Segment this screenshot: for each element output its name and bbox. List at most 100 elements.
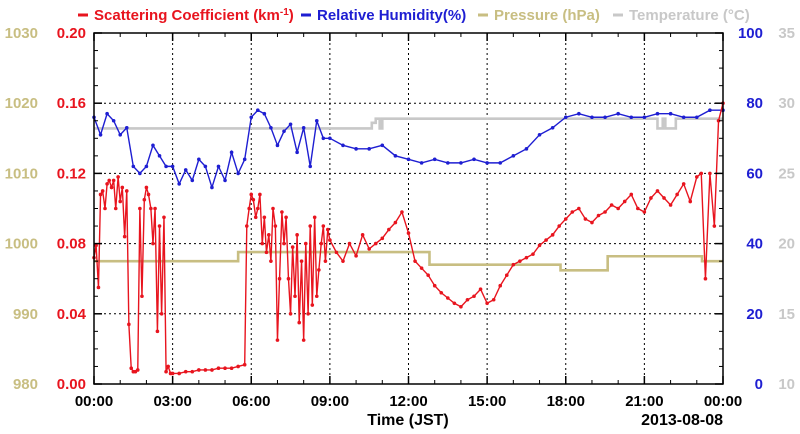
data-point-humidity bbox=[177, 182, 181, 186]
data-point-scattering bbox=[537, 243, 542, 248]
data-point-scattering bbox=[478, 287, 483, 292]
y-tick-label-humidity: 80 bbox=[746, 95, 763, 112]
data-point-scattering bbox=[293, 294, 297, 299]
data-point-scattering bbox=[210, 368, 214, 372]
data-point-scattering bbox=[190, 369, 195, 374]
data-point-humidity bbox=[308, 164, 313, 169]
data-point-scattering bbox=[504, 273, 509, 277]
data-point-humidity bbox=[367, 147, 371, 151]
data-point-humidity bbox=[341, 143, 345, 148]
data-point-humidity bbox=[393, 154, 398, 158]
data-point-humidity bbox=[472, 157, 476, 162]
y-tick-label-pressure: 1000 bbox=[5, 236, 38, 253]
data-point-humidity bbox=[642, 115, 647, 120]
data-point-scattering bbox=[328, 238, 332, 242]
data-point-humidity bbox=[138, 171, 142, 176]
data-point-humidity bbox=[118, 132, 123, 137]
data-point-scattering bbox=[675, 192, 679, 197]
y-tick-label-scattering: 0.08 bbox=[57, 236, 86, 253]
legend-label-tail: ) bbox=[289, 7, 294, 24]
y-tick-label-scattering: 0.20 bbox=[57, 25, 86, 42]
data-point-scattering bbox=[135, 368, 140, 372]
x-tick-label: 03:00 bbox=[153, 393, 191, 410]
legend-label: Temperature (°C) bbox=[629, 7, 750, 24]
data-point-scattering bbox=[524, 255, 529, 260]
data-point-scattering bbox=[146, 192, 151, 197]
data-point-scattering bbox=[400, 210, 404, 214]
data-point-humidity bbox=[708, 108, 712, 113]
data-point-scattering bbox=[649, 196, 653, 200]
y-tick-label-temperature: 20 bbox=[778, 236, 795, 253]
data-point-scattering bbox=[105, 182, 109, 186]
data-point-scattering bbox=[94, 243, 98, 248]
data-point-scattering bbox=[432, 283, 437, 288]
data-point-scattering bbox=[242, 362, 247, 367]
data-point-humidity bbox=[321, 136, 326, 141]
data-point-scattering bbox=[703, 276, 708, 281]
data-point-scattering bbox=[267, 233, 271, 237]
data-point-scattering bbox=[271, 206, 275, 211]
data-point-scattering bbox=[688, 199, 693, 204]
data-point-scattering bbox=[124, 189, 129, 193]
data-point-scattering bbox=[308, 224, 313, 228]
data-point-scattering bbox=[116, 175, 120, 179]
legend-entry-scat: Scattering Coefficient (km-1) bbox=[78, 7, 294, 24]
data-point-humidity bbox=[262, 111, 267, 116]
data-point-scattering bbox=[100, 189, 105, 193]
data-point-humidity bbox=[249, 115, 254, 120]
data-point-humidity bbox=[105, 111, 109, 116]
data-point-scattering bbox=[491, 297, 496, 302]
data-point-scattering bbox=[511, 262, 516, 267]
data-point-scattering bbox=[251, 197, 256, 202]
data-point-scattering bbox=[164, 369, 168, 374]
data-point-scattering bbox=[157, 224, 162, 228]
data-point-scattering bbox=[544, 238, 548, 242]
data-point-scattering bbox=[223, 366, 227, 371]
data-point-scattering bbox=[323, 259, 328, 263]
series-line-pressure bbox=[94, 250, 723, 272]
data-point-scattering bbox=[459, 304, 463, 309]
data-point-scattering bbox=[426, 273, 430, 277]
data-point-humidity bbox=[229, 150, 234, 155]
data-point-scattering bbox=[109, 185, 114, 190]
data-point-scattering bbox=[708, 171, 712, 176]
data-point-scattering bbox=[244, 224, 249, 228]
data-point-humidity bbox=[111, 118, 116, 123]
data-point-humidity bbox=[256, 108, 260, 113]
data-point-scattering bbox=[485, 301, 489, 306]
data-point-humidity bbox=[616, 111, 620, 116]
x-axis-title: Time (JST) bbox=[367, 412, 449, 429]
data-point-humidity bbox=[282, 129, 286, 134]
data-point-humidity bbox=[190, 178, 195, 183]
data-point-humidity bbox=[98, 132, 103, 137]
data-point-humidity bbox=[144, 164, 149, 169]
data-point-scattering bbox=[170, 371, 175, 376]
data-point-scattering bbox=[319, 241, 324, 246]
y-tick-label-pressure: 990 bbox=[13, 306, 38, 323]
data-point-scattering bbox=[310, 303, 315, 307]
y-tick-label-humidity: 0 bbox=[755, 376, 763, 393]
data-point-scattering bbox=[297, 320, 302, 325]
data-point-scattering bbox=[360, 233, 365, 237]
data-point-scattering bbox=[367, 247, 371, 251]
data-point-humidity bbox=[236, 171, 240, 176]
x-tick-label: 09:00 bbox=[311, 393, 349, 410]
data-point-scattering bbox=[260, 241, 265, 246]
x-tick-label: 06:00 bbox=[232, 393, 270, 410]
data-point-scattering bbox=[557, 224, 561, 228]
data-point-scattering bbox=[153, 206, 157, 211]
series-line-temperature bbox=[94, 117, 723, 130]
data-point-humidity bbox=[537, 132, 542, 137]
data-point-scattering bbox=[387, 227, 391, 232]
data-point-scattering bbox=[149, 206, 153, 211]
data-point-humidity bbox=[124, 125, 129, 130]
data-point-humidity bbox=[295, 150, 299, 155]
data-point-scattering bbox=[347, 241, 352, 246]
data-point-humidity bbox=[485, 161, 489, 165]
data-point-scattering bbox=[668, 203, 673, 207]
data-point-scattering bbox=[419, 266, 424, 270]
y-tick-label-scattering: 0.00 bbox=[57, 376, 86, 393]
data-point-humidity bbox=[197, 157, 201, 162]
legend-label: Pressure (hPa) bbox=[494, 7, 600, 24]
